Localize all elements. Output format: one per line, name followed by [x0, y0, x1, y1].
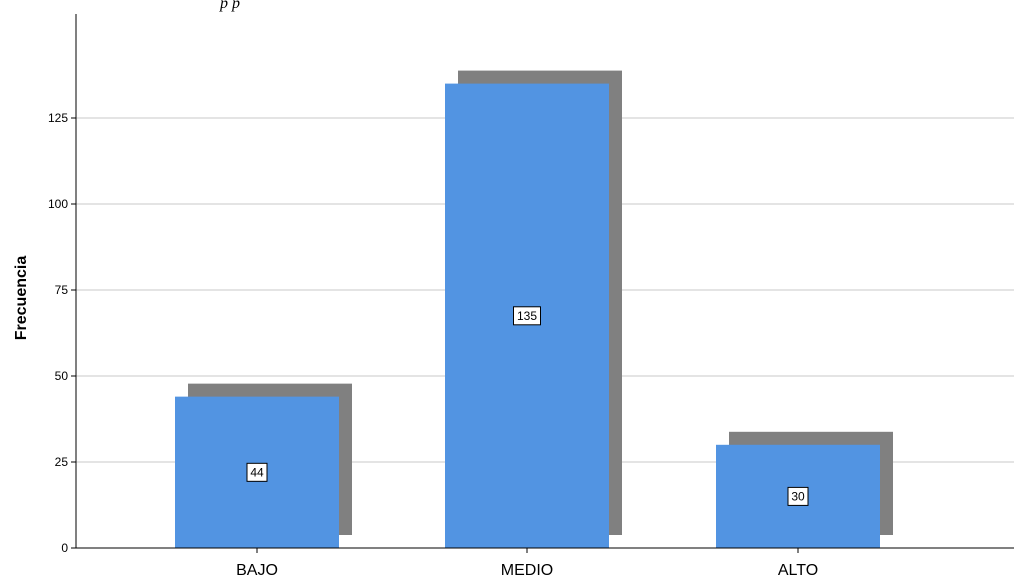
x-category-label: ALTO: [778, 562, 818, 579]
data-label: 30: [791, 489, 805, 503]
data-label: 135: [517, 309, 537, 323]
y-tick-label: 75: [55, 283, 69, 297]
x-category-label: BAJO: [236, 562, 278, 579]
y-tick-label: 100: [48, 197, 68, 211]
y-axis-ticks: 0 25 50 75 100 125: [48, 111, 76, 555]
data-label-box: [513, 306, 541, 326]
data-label-box: [787, 486, 809, 506]
data-label-box: [246, 462, 268, 482]
y-tick-label: 25: [55, 455, 69, 469]
y-tick-label: 50: [55, 369, 69, 383]
data-label: 44: [250, 465, 264, 479]
y-axis-title: Frecuencia: [13, 256, 30, 341]
x-axis-labels: BAJO MEDIO ALTO: [236, 548, 818, 579]
bars: 44 135 30: [175, 70, 893, 548]
x-category-label: MEDIO: [501, 562, 553, 579]
header-partial-text: p p: [219, 0, 240, 12]
y-tick-label: 0: [61, 541, 68, 555]
y-tick-label: 125: [48, 111, 68, 125]
